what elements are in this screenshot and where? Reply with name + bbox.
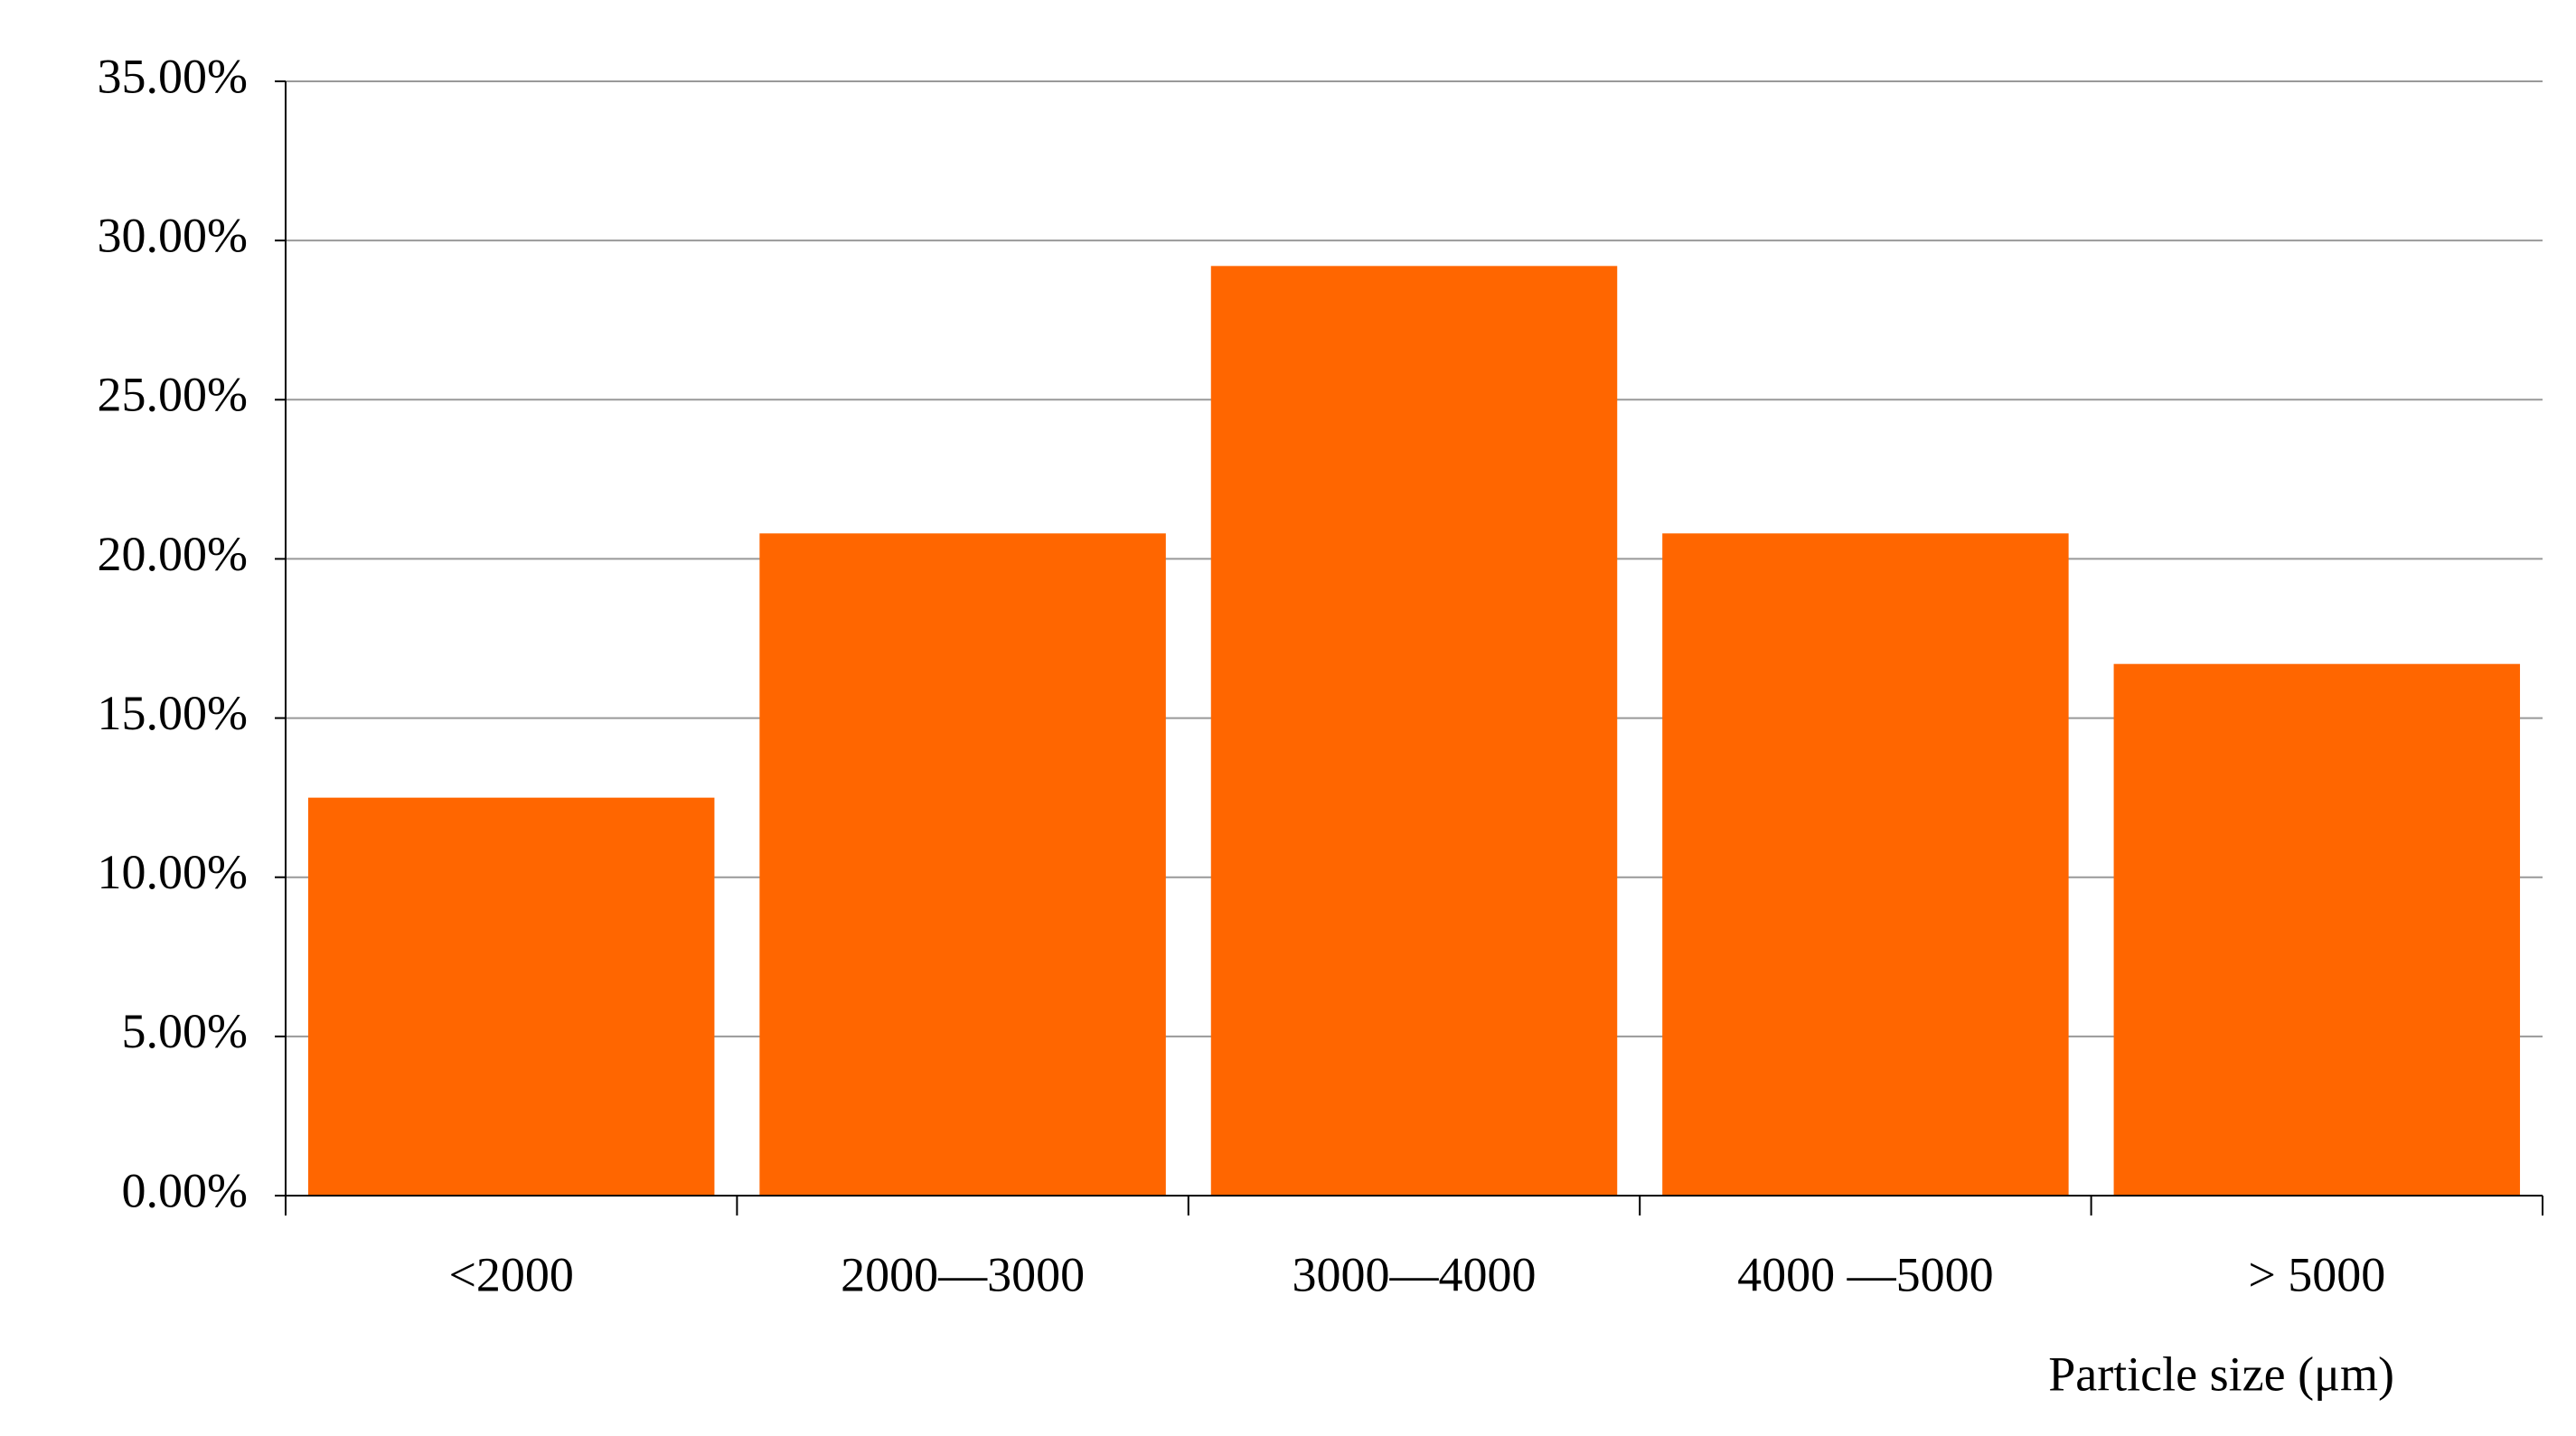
y-tick-label: 10.00% <box>98 845 248 899</box>
y-tick-label: 25.00% <box>98 368 248 422</box>
x-axis-label: Particle size (μm) <box>2048 1347 2394 1401</box>
y-tick-label: 35.00% <box>98 49 248 103</box>
y-tick-label: 20.00% <box>98 527 248 581</box>
y-tick-label: 5.00% <box>122 1004 248 1058</box>
y-tick-label: 15.00% <box>98 686 248 740</box>
x-tick-label: 2000—3000 <box>841 1247 1085 1301</box>
bar <box>1662 533 2069 1196</box>
x-tick-label: 4000 —5000 <box>1737 1247 1994 1301</box>
bar <box>759 533 1166 1196</box>
bar <box>2113 663 2521 1196</box>
x-tick-label: > 5000 <box>2248 1247 2385 1301</box>
bar <box>307 797 715 1196</box>
x-tick-label: 3000—4000 <box>1293 1247 1537 1301</box>
x-tick-label: <2000 <box>448 1247 573 1301</box>
y-tick-label: 0.00% <box>122 1163 248 1217</box>
bar <box>1210 266 1618 1197</box>
y-tick-label: 30.00% <box>98 209 248 263</box>
